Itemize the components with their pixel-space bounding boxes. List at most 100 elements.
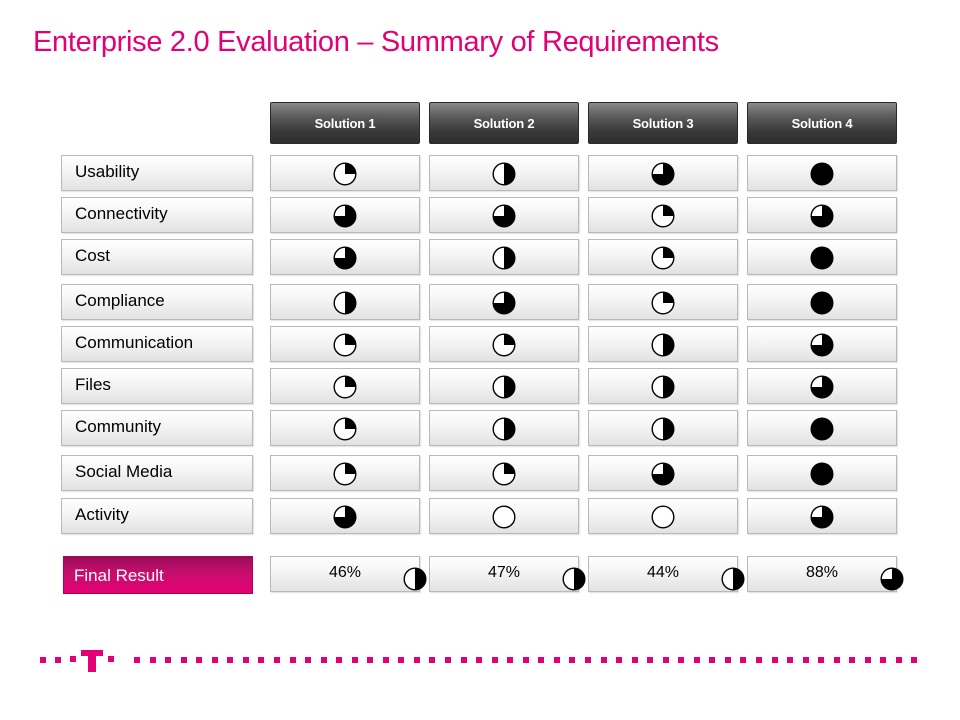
harvey-ball-icon xyxy=(651,375,675,399)
requirement-label: Connectivity xyxy=(61,197,253,233)
final-result-value: 44% xyxy=(588,556,738,592)
rating-cell xyxy=(588,197,738,233)
footer-dot xyxy=(911,657,917,663)
requirement-label: Communication xyxy=(61,326,253,362)
final-harvey-ball-icon xyxy=(403,567,427,596)
rating-cell xyxy=(270,368,420,404)
harvey-ball-icon xyxy=(492,162,516,186)
harvey-ball-icon xyxy=(333,417,357,441)
harvey-ball-icon xyxy=(333,291,357,315)
requirement-label: Social Media xyxy=(61,455,253,491)
footer-dot xyxy=(865,657,871,663)
harvey-ball-icon xyxy=(810,291,834,315)
harvey-ball-icon xyxy=(492,505,516,529)
rating-cell xyxy=(588,284,738,320)
footer-dot xyxy=(787,657,793,663)
footer-dot xyxy=(663,657,669,663)
harvey-ball-icon xyxy=(810,462,834,486)
footer-dot xyxy=(383,657,389,663)
footer-brand-bar xyxy=(40,650,917,672)
footer-dot xyxy=(538,657,544,663)
final-result-value: 46% xyxy=(270,556,420,592)
footer-dot xyxy=(476,657,482,663)
footer-dot xyxy=(445,657,451,663)
harvey-ball-icon xyxy=(651,417,675,441)
footer-dot xyxy=(181,657,187,663)
footer-dot xyxy=(414,657,420,663)
footer-dot xyxy=(725,657,731,663)
footer-dot xyxy=(709,657,715,663)
footer-dot xyxy=(818,657,824,663)
rating-cell xyxy=(429,455,579,491)
rating-cell xyxy=(270,197,420,233)
rating-cell xyxy=(588,498,738,534)
harvey-ball-icon xyxy=(651,333,675,357)
rating-cell xyxy=(270,498,420,534)
footer-dot xyxy=(336,657,342,663)
final-harvey-ball-icon xyxy=(721,567,745,596)
footer-dot xyxy=(305,657,311,663)
harvey-ball-icon xyxy=(651,291,675,315)
harvey-ball-icon xyxy=(492,246,516,270)
rating-cell xyxy=(429,155,579,191)
solution-header-4: Solution 4 xyxy=(747,102,897,144)
footer-dot xyxy=(429,657,435,663)
footer-dot xyxy=(134,657,140,663)
footer-dot xyxy=(849,657,855,663)
harvey-ball-icon xyxy=(333,204,357,228)
final-result-value: 47% xyxy=(429,556,579,592)
rating-cell xyxy=(429,498,579,534)
harvey-ball-icon xyxy=(810,505,834,529)
footer-dot xyxy=(585,657,591,663)
rating-cell xyxy=(747,498,897,534)
page-title: Enterprise 2.0 Evaluation – Summary of R… xyxy=(33,26,719,58)
harvey-ball-icon xyxy=(333,375,357,399)
harvey-ball-icon xyxy=(651,246,675,270)
harvey-ball-icon xyxy=(492,375,516,399)
final-result-label: Final Result xyxy=(63,556,253,594)
rating-cell xyxy=(588,410,738,446)
footer-dot xyxy=(740,657,746,663)
footer-dot xyxy=(461,657,467,663)
harvey-ball-icon xyxy=(333,162,357,186)
footer-dot xyxy=(616,657,622,663)
footer-dot xyxy=(772,657,778,663)
rating-cell xyxy=(270,455,420,491)
footer-dot xyxy=(880,657,886,663)
footer-dot xyxy=(647,657,653,663)
harvey-ball-icon xyxy=(810,417,834,441)
harvey-ball-icon xyxy=(492,462,516,486)
harvey-ball-icon xyxy=(651,505,675,529)
final-harvey-ball-icon xyxy=(880,567,904,596)
footer-dot xyxy=(227,657,233,663)
harvey-ball-icon xyxy=(651,204,675,228)
requirement-label: Activity xyxy=(61,498,253,534)
footer-dot xyxy=(258,657,264,663)
harvey-ball-icon xyxy=(651,462,675,486)
footer-dot xyxy=(367,657,373,663)
rating-cell xyxy=(747,239,897,275)
harvey-ball-icon xyxy=(492,333,516,357)
footer-dot xyxy=(40,657,46,663)
harvey-ball-icon xyxy=(810,204,834,228)
footer-dot xyxy=(803,657,809,663)
harvey-ball-icon xyxy=(492,291,516,315)
footer-dot xyxy=(196,657,202,663)
footer-dot xyxy=(569,657,575,663)
harvey-ball-icon xyxy=(333,505,357,529)
footer-dot xyxy=(523,657,529,663)
footer-dot xyxy=(290,657,296,663)
rating-cell xyxy=(429,410,579,446)
footer-dot xyxy=(165,657,171,663)
rating-cell xyxy=(747,410,897,446)
harvey-ball-icon xyxy=(333,333,357,357)
footer-dot xyxy=(398,657,404,663)
rating-cell xyxy=(429,284,579,320)
rating-cell xyxy=(429,197,579,233)
footer-dot xyxy=(507,657,513,663)
footer-dot xyxy=(274,657,280,663)
footer-dot xyxy=(601,657,607,663)
rating-cell xyxy=(270,410,420,446)
footer-dot xyxy=(352,657,358,663)
footer-dot xyxy=(55,657,61,663)
